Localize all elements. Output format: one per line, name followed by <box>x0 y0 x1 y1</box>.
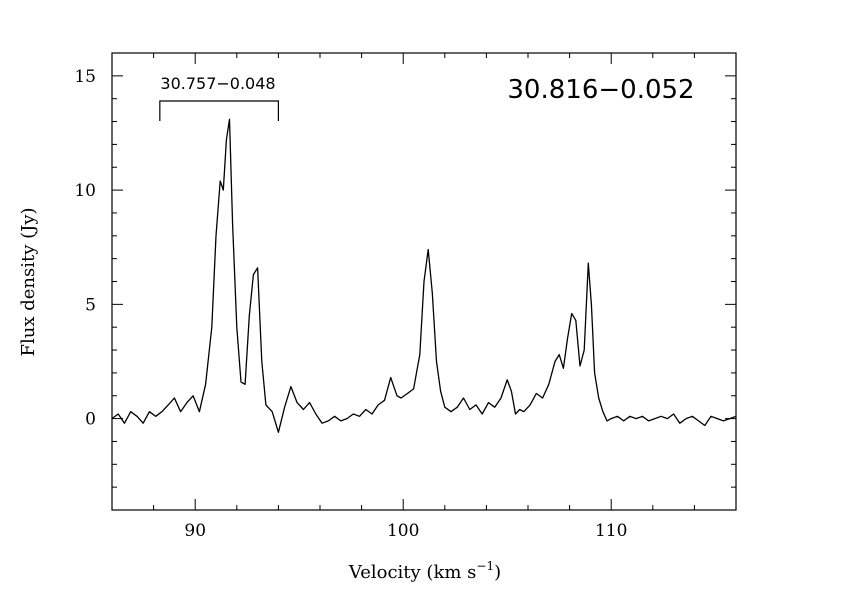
y-tick-label: 15 <box>74 67 96 87</box>
y-tick-label: 10 <box>74 181 96 201</box>
tick-labels: 90 100 110 0 5 10 15 <box>74 67 627 541</box>
x-tick-label: 90 <box>184 521 206 541</box>
x-tick-label: 100 <box>387 521 419 541</box>
x-axis-title-main: Velocity (km s <box>348 562 477 583</box>
y-tick-label: 0 <box>85 410 96 430</box>
bracket-line <box>159 100 279 121</box>
x-axis-title: Velocity (km s−1) <box>348 559 501 583</box>
series-group <box>111 118 737 433</box>
y-axis-title: Flux density (Jy) <box>18 207 39 356</box>
source-label: 30.816−0.052 <box>507 75 694 105</box>
x-tick-label: 110 <box>595 521 627 541</box>
velocity-bracket <box>159 100 279 121</box>
x-axis-title-close: ) <box>494 562 501 583</box>
y-tick-label: 5 <box>85 295 96 315</box>
x-axis-title-sup: −1 <box>476 559 494 573</box>
spectrum-line <box>111 118 737 433</box>
tick-marks <box>111 52 737 511</box>
bracket-label: 30.757−0.048 <box>160 74 275 93</box>
